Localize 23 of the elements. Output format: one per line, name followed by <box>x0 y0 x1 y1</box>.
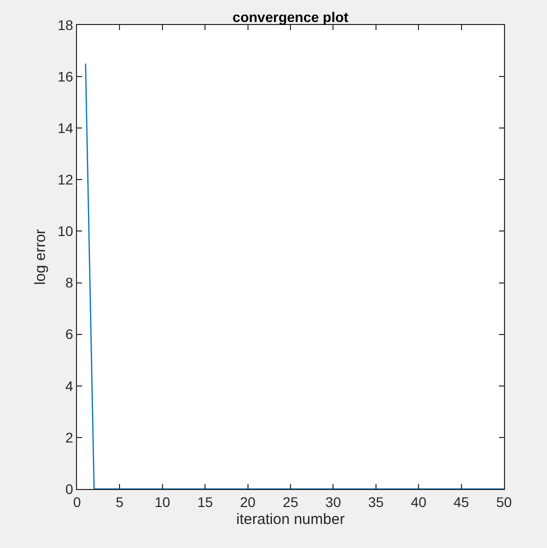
x-tick-label: 5 <box>116 494 124 510</box>
y-tick-label: 12 <box>58 172 74 188</box>
y-axis-title: log error <box>32 229 49 285</box>
y-tick-label: 10 <box>58 223 74 240</box>
y-tick-label: 8 <box>65 274 74 291</box>
y-tick-label: 18 <box>58 16 74 33</box>
y-tick-label: 14 <box>58 120 74 136</box>
y-tick-label: 6 <box>65 326 74 342</box>
x-tick-label: 25 <box>282 494 298 510</box>
y-tick-label: 4 <box>65 378 74 394</box>
chart-title: convergence plot <box>232 9 349 25</box>
y-tick-label: 0 <box>65 480 74 497</box>
x-tick-label: 35 <box>368 494 384 510</box>
x-tick-label: 40 <box>410 494 427 510</box>
y-tick-label: 2 <box>65 429 74 446</box>
x-axis-title: iteration number <box>236 510 345 528</box>
x-tick-label: 45 <box>454 494 470 510</box>
x-tick-label: 15 <box>197 494 214 510</box>
x-tick-label: 10 <box>154 494 170 510</box>
y-tick-label: 16 <box>58 68 74 84</box>
x-tick-label: 50 <box>496 494 512 510</box>
x-tick-label: 30 <box>325 494 342 510</box>
x-tick-label: 20 <box>240 494 256 510</box>
